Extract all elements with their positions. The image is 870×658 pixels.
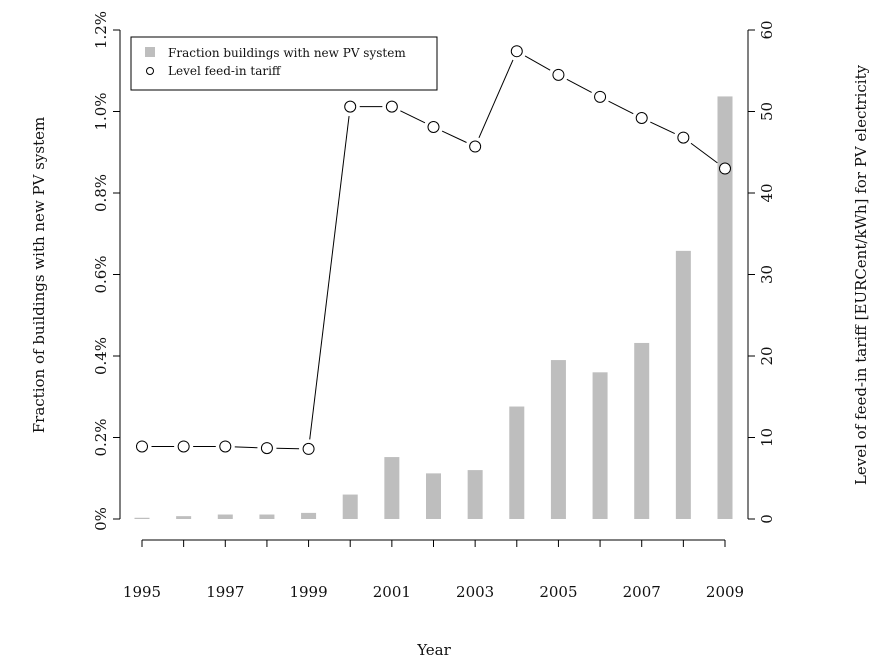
left-tick-label-4: 0.8%	[92, 174, 110, 212]
x-tick-label-1997: 1997	[206, 583, 244, 601]
right-tick-label-6: 60	[758, 20, 776, 39]
bar-2003	[467, 470, 483, 519]
tariff-point-1999	[302, 442, 315, 455]
tariff-point-2000	[344, 100, 357, 113]
tariff-segment-2002	[441, 130, 467, 143]
tariff-segment-2007	[650, 121, 675, 134]
bar-2008	[675, 250, 691, 520]
left-tick-label-1: 0.2%	[92, 418, 110, 456]
left-tick-label-5: 1.0%	[92, 92, 110, 130]
right-tick-label-1: 10	[758, 428, 776, 447]
legend-bar-swatch	[145, 47, 155, 57]
tariff-segment-2003	[478, 59, 514, 139]
tariff-segment-2006	[608, 100, 634, 115]
right-y-axis: 0 10 20 30 40 50 60	[747, 20, 776, 524]
right-axis-title: Level of feed-in tariff [EURCent/kWh] fo…	[852, 64, 870, 485]
x-axis-title: Year	[416, 641, 451, 658]
bar-2001	[384, 457, 400, 519]
x-tick-label-2001: 2001	[373, 583, 411, 601]
bar-1998	[259, 514, 275, 519]
bar-2000	[342, 494, 358, 519]
bar-2002	[426, 473, 441, 519]
bar-2004	[509, 406, 525, 519]
legend-circle-swatch	[146, 67, 154, 75]
tariff-line-series	[136, 45, 731, 455]
tariff-point-1998	[260, 442, 273, 455]
bar-1997	[217, 514, 233, 519]
tariff-segment-2005	[566, 78, 592, 93]
bar-1996	[176, 516, 192, 519]
x-tick-label-2005: 2005	[539, 583, 577, 601]
right-tick-label-5: 50	[758, 102, 776, 121]
tariff-point-1995	[136, 440, 148, 453]
legend-box	[130, 36, 438, 91]
tariff-point-1997	[219, 440, 232, 453]
tariff-point-2006	[594, 90, 607, 103]
left-tick-label-6: 1.2%	[92, 11, 110, 49]
tariff-point-2007	[635, 112, 648, 125]
x-tick-label-2009: 2009	[706, 583, 744, 601]
tariff-segment-1997	[234, 446, 258, 449]
bar-2009	[717, 96, 733, 520]
tariff-point-2005	[552, 68, 565, 81]
left-tick-label-2: 0.4%	[92, 337, 110, 375]
left-y-axis: 0% 0.2% 0.4% 0.6% 0.8% 1.0% 1.2%	[92, 11, 121, 531]
right-tick-label-0: 0	[758, 514, 776, 524]
x-tick-label-2007: 2007	[623, 583, 661, 601]
tariff-point-1996	[177, 440, 190, 453]
bar-1999	[301, 512, 317, 519]
tariff-point-2002	[427, 120, 440, 133]
x-tick-label-1995: 1995	[123, 583, 161, 601]
x-tick-label-1999: 1999	[289, 583, 327, 601]
tariff-point-2004	[510, 45, 523, 58]
bar-2007	[634, 342, 650, 519]
left-axis-title: Fraction of buildings with new PV system	[30, 117, 48, 433]
bar-2005	[550, 360, 566, 519]
tariff-point-2008	[677, 131, 690, 144]
tariff-point-2001	[385, 100, 398, 113]
left-tick-label-3: 0.6%	[92, 255, 110, 293]
left-tick-label-0: 0%	[92, 507, 110, 531]
right-tick-label-2: 20	[758, 346, 776, 365]
legend-label-bars: Fraction buildings with new PV system	[168, 46, 406, 60]
tariff-point-2003	[469, 140, 482, 153]
tariff-segment-2004	[524, 55, 551, 71]
tariff-segment-2001	[400, 110, 426, 124]
tariff-segment-1999	[309, 115, 350, 440]
tariff-point-2009	[719, 162, 731, 175]
right-tick-label-3: 30	[758, 265, 776, 284]
legend: Fraction buildings with new PV system Le…	[130, 36, 438, 91]
bar-1995	[134, 517, 150, 519]
x-axis: 1995 1997 1999 2001 2003 2005 2007 2009	[123, 539, 744, 601]
bar-2006	[592, 372, 608, 519]
right-tick-label-4: 40	[758, 183, 776, 202]
tariff-segment-2008	[690, 142, 718, 164]
legend-label-tariff: Level feed-in tariff	[168, 64, 282, 78]
bar-series	[134, 96, 733, 520]
x-tick-label-2003: 2003	[456, 583, 494, 601]
